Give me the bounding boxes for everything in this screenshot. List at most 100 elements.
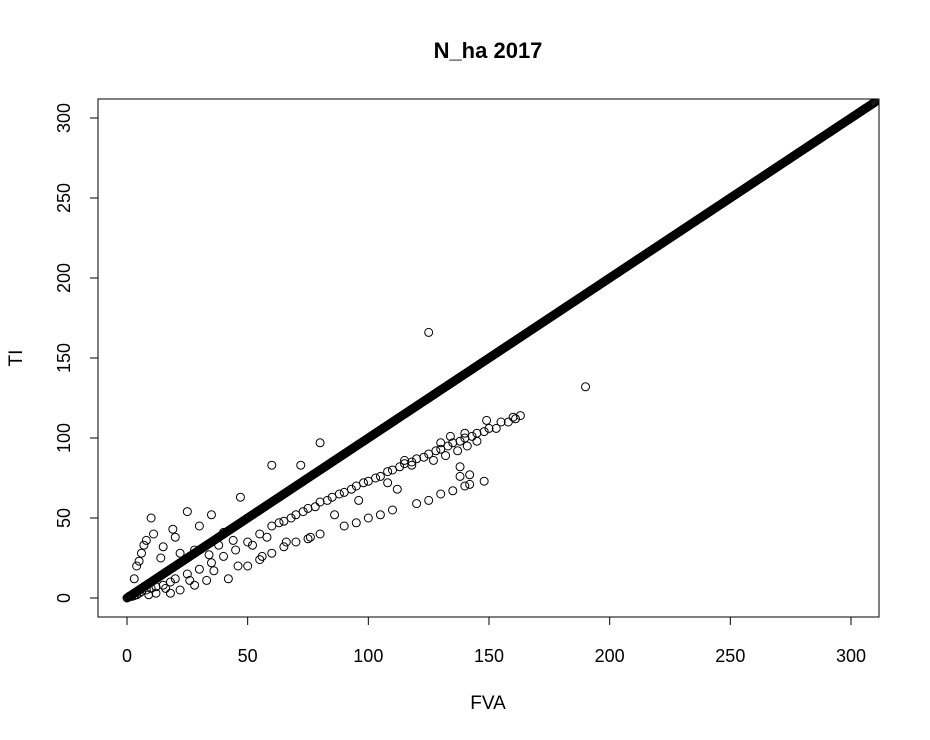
data-point <box>511 414 521 424</box>
data-point <box>151 582 161 592</box>
data-point <box>412 454 422 464</box>
data-point <box>132 590 142 600</box>
data-point <box>291 510 301 520</box>
data-point <box>165 588 175 598</box>
data-point <box>363 476 373 486</box>
data-point <box>455 462 465 472</box>
data-point <box>151 588 161 598</box>
data-point <box>375 471 385 481</box>
data-point <box>233 561 243 571</box>
data-point <box>441 451 451 461</box>
chart-title: N_ha 2017 <box>434 38 543 63</box>
data-point <box>371 473 381 483</box>
data-point <box>315 529 325 539</box>
data-point <box>168 524 178 534</box>
data-point <box>132 561 142 571</box>
data-point <box>267 460 277 470</box>
y-tick-label: 150 <box>54 343 74 373</box>
data-point <box>279 516 289 526</box>
data-point <box>431 446 441 456</box>
data-point <box>327 492 337 502</box>
x-axis: 0 50 100 150 200 250 300 <box>122 616 866 666</box>
x-tick-label: 150 <box>474 646 504 666</box>
data-point <box>206 558 216 568</box>
data-point <box>156 553 166 563</box>
data-point <box>274 518 284 528</box>
data-point <box>448 486 458 496</box>
data-point <box>185 575 195 585</box>
data-point <box>315 438 325 448</box>
data-point <box>581 382 591 392</box>
data-point <box>296 460 306 470</box>
data-point <box>453 446 463 456</box>
data-point <box>202 575 212 585</box>
data-point <box>291 537 301 547</box>
data-point <box>310 502 320 512</box>
data-point <box>146 513 156 523</box>
data-point <box>387 505 397 515</box>
data-point <box>231 545 241 555</box>
data-point <box>375 510 385 520</box>
data-point <box>359 478 369 488</box>
data-point <box>223 574 233 584</box>
data-point <box>257 551 267 561</box>
data-point <box>247 540 257 550</box>
data-point <box>472 436 482 446</box>
data-point <box>465 479 475 489</box>
data-point <box>339 487 349 497</box>
data-point <box>482 415 492 425</box>
data-point <box>209 566 219 576</box>
data-point <box>129 574 139 584</box>
data-point <box>400 459 410 469</box>
data-point <box>219 527 229 537</box>
x-tick-label: 200 <box>595 646 625 666</box>
data-point <box>407 460 417 470</box>
data-point <box>228 535 238 545</box>
y-tick-label: 50 <box>54 508 74 528</box>
data-point <box>182 569 192 579</box>
data-point <box>455 436 465 446</box>
data-point <box>170 574 180 584</box>
data-point <box>182 507 192 517</box>
data-point <box>214 540 224 550</box>
data-point <box>383 478 393 488</box>
data-point <box>190 580 200 590</box>
data-point <box>206 510 216 520</box>
data-point <box>298 507 308 517</box>
y-axis-label: TI <box>6 350 27 367</box>
data-point <box>146 583 156 593</box>
data-point <box>424 449 434 459</box>
data-point <box>467 431 477 441</box>
data-point <box>491 423 501 433</box>
data-point <box>448 438 458 448</box>
data-point <box>158 580 168 590</box>
data-point <box>465 470 475 480</box>
data-point <box>867 99 877 109</box>
data-point <box>194 521 204 531</box>
data-point <box>165 577 175 587</box>
data-point <box>267 548 277 558</box>
data-point <box>346 484 356 494</box>
data-point <box>515 411 525 421</box>
data-point <box>219 551 229 561</box>
data-point <box>428 455 438 465</box>
x-axis-label: FVA <box>470 693 506 714</box>
data-point <box>170 532 180 542</box>
data-point <box>479 427 489 437</box>
data-point <box>443 441 453 451</box>
data-point <box>134 588 144 598</box>
data-point <box>462 441 472 451</box>
data-point <box>424 327 434 337</box>
data-point <box>281 537 291 547</box>
data-point <box>194 564 204 574</box>
data-point <box>503 417 513 427</box>
y-tick-label: 0 <box>54 593 74 603</box>
data-point <box>436 438 446 448</box>
y-axis: 0 50 100 150 200 250 300 <box>54 103 99 603</box>
data-point <box>419 452 429 462</box>
data-point <box>387 465 397 475</box>
y-tick-label: 200 <box>54 263 74 293</box>
data-point <box>460 433 470 443</box>
data-point <box>141 585 151 595</box>
